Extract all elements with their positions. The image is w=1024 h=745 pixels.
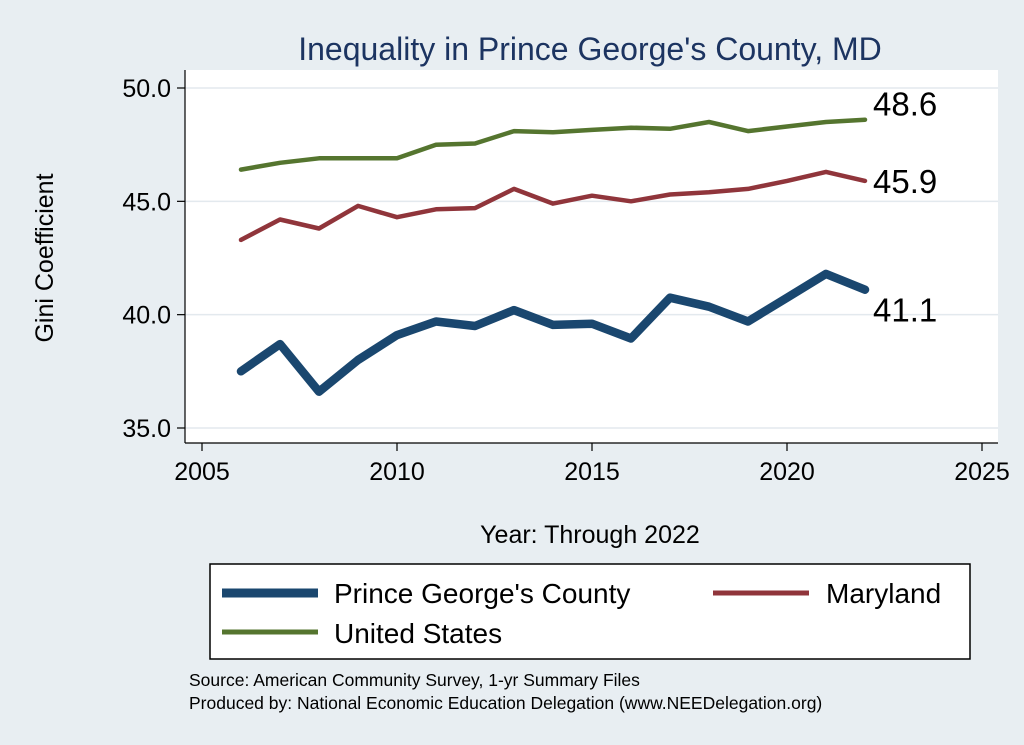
chart-title: Inequality in Prince George's County, MD [298,31,882,67]
gridlines [185,87,998,429]
y-axis-title: Gini Coefficient [31,173,59,342]
plot-area [185,70,998,443]
series-line-prince-georges [236,269,870,396]
produced-by-note: Produced by: National Economic Education… [189,693,822,713]
series-layer [236,117,870,396]
x-axis-title: Year: Through 2022 [480,521,700,549]
x-tick-label: 2025 [954,458,1010,486]
x-tick-label: 2020 [759,458,815,486]
y-tick-label: 50.0 [122,75,171,103]
y-tick-label: 35.0 [122,415,171,443]
axis-ticks: 35.0 40.0 45.0 50.0 2005 2010 2015 2020 2025 [122,75,1009,486]
y-tick-label: 45.0 [122,188,171,216]
end-label-prince-georges: 41.1 [873,292,937,329]
end-label-united-states: 48.6 [873,86,937,123]
x-tick-label: 2005 [174,458,230,486]
legend-label-maryland: Maryland [826,578,941,609]
x-tick-label: 2010 [369,458,425,486]
legend-label-prince-georges: Prince George's County [334,578,630,609]
legend-box [209,563,971,660]
x-tick-label: 2015 [564,458,620,486]
legend: Prince George's County Maryland United S… [209,563,971,660]
y-tick-label: 40.0 [122,302,171,330]
legend-label-united-states: United States [334,618,502,649]
end-label-maryland: 45.9 [873,163,937,200]
source-note: Source: American Community Survey, 1-yr … [189,670,640,690]
series-line-united-states [238,117,868,172]
end-labels: 41.1 45.9 48.6 [873,86,937,329]
series-line-maryland [238,169,868,243]
